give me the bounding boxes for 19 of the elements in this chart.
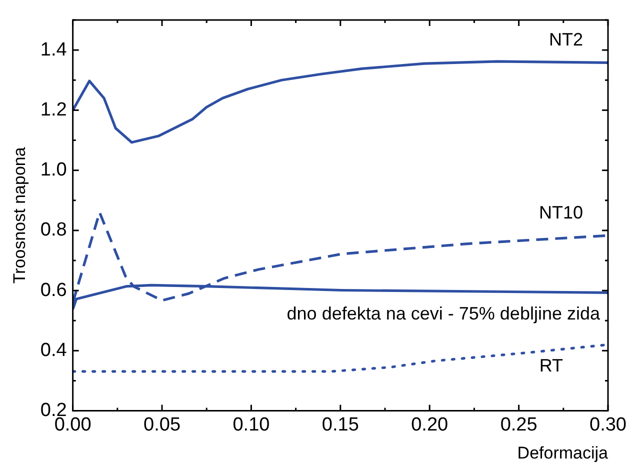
y-axis-title: Troosnost napona (10, 146, 29, 284)
x-tick-label: 0.20 (411, 414, 448, 436)
y-tick-label: 1.2 (40, 99, 67, 120)
y-tick-label: 0.4 (40, 340, 68, 361)
x-tick-label: 0.05 (144, 414, 181, 436)
series-label: NT10 (538, 202, 583, 223)
x-axis-title: Deformacija (517, 443, 609, 462)
line-series (72, 343, 608, 373)
y-tick-label: 1.4 (40, 39, 68, 60)
series-label: NT2 (548, 30, 583, 50)
y-tick-label: 0.6 (40, 280, 67, 301)
series-label: RT (539, 356, 563, 376)
y-tick-label: 0.8 (40, 220, 67, 241)
x-tick-label: 0.10 (232, 414, 270, 436)
x-tick-label: 0.15 (322, 414, 359, 436)
y-tick-label: 1.0 (40, 160, 67, 181)
x-tick-label: 0.25 (500, 414, 538, 436)
x-tick-label: 0.30 (590, 414, 626, 436)
series-label: dno defekta na cevi - 75% debljine zida (286, 304, 601, 324)
